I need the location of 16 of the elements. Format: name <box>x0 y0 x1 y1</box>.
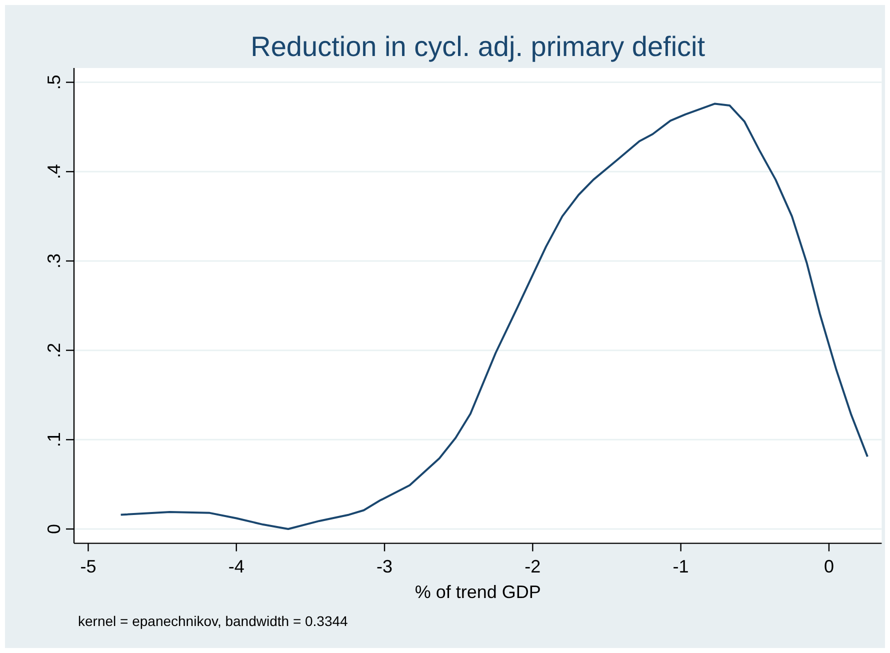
text: kernel = epanechnikov, bandwidth = 0.3344 <box>78 613 348 629</box>
y-tick-label: .4 <box>44 164 64 180</box>
y-tick-label: 0 <box>44 524 64 534</box>
chart-title: Reduction in cycl. adj. primary deficit <box>250 31 706 62</box>
x-tick-label: -5 <box>80 556 96 576</box>
y-tick-label: .5 <box>44 74 64 90</box>
x-tick-label: -1 <box>672 556 689 576</box>
x-tick-label: -4 <box>228 556 244 576</box>
line-series <box>120 102 868 530</box>
y-tick-label: .2 <box>44 342 64 358</box>
x-tick-label: 0 <box>824 556 834 576</box>
x-tick-label: -2 <box>524 556 541 576</box>
x-tick-label: -3 <box>376 556 393 576</box>
x-axis-title: % of trend GDP <box>414 582 541 602</box>
y-tick-label: .3 <box>44 253 64 268</box>
y-tick-label: .1 <box>44 432 64 448</box>
